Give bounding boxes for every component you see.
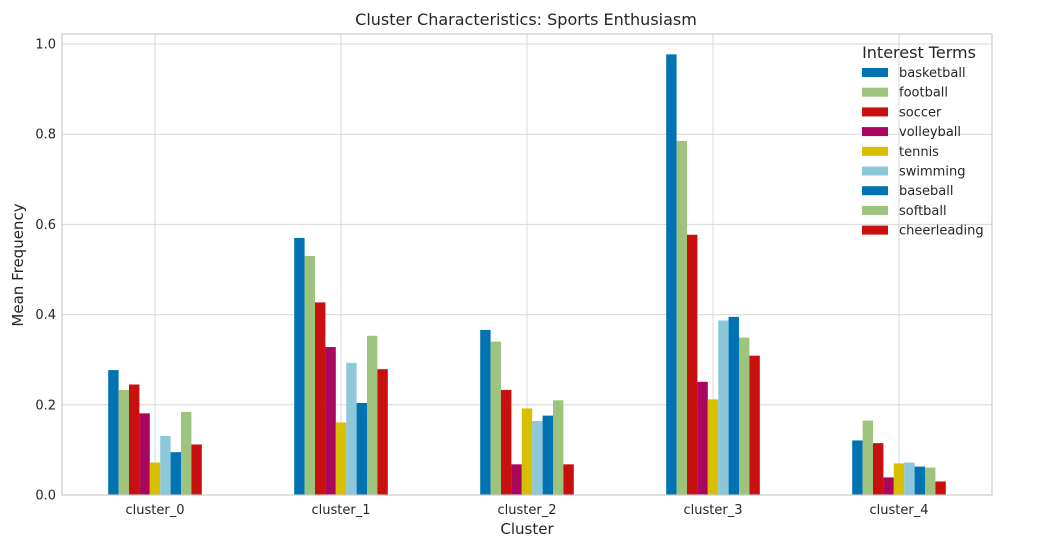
- bar-baseball-cluster_3: [728, 316, 739, 495]
- bar-softball-cluster_2: [553, 400, 564, 495]
- bar-swimming-cluster_2: [532, 421, 543, 495]
- bar-basketball-cluster_0: [108, 370, 119, 495]
- bar-softball-cluster_1: [367, 335, 378, 495]
- bar-soccer-cluster_3: [687, 234, 698, 495]
- bar-football-cluster_0: [118, 389, 129, 495]
- bar-tennis-cluster_1: [335, 422, 347, 495]
- bar-basketball-cluster_3: [666, 54, 677, 496]
- bar-tennis-cluster_0: [149, 462, 161, 495]
- chart-title: Cluster Characteristics: Sports Enthusia…: [355, 10, 697, 29]
- bar-basketball-cluster_2: [480, 329, 491, 495]
- bar-cheerleading-cluster_3: [749, 355, 760, 495]
- bar-cheerleading-cluster_4: [935, 481, 946, 495]
- bar-volleyball-cluster_4: [883, 477, 894, 495]
- bar-football-cluster_3: [676, 140, 687, 495]
- bar-softball-cluster_3: [739, 337, 750, 495]
- legend-label-baseball: baseball: [899, 184, 953, 199]
- legend-label-volleyball: volleyball: [899, 125, 961, 140]
- bar-softball-cluster_4: [925, 467, 936, 495]
- y-tick-label: 0.0: [35, 489, 56, 504]
- bar-soccer-cluster_4: [873, 443, 884, 495]
- legend-label-football: football: [899, 86, 948, 101]
- y-tick-label: 0.2: [35, 398, 56, 413]
- bar-swimming-cluster_1: [346, 362, 357, 495]
- bar-tennis-cluster_3: [707, 399, 719, 495]
- bar-tennis-cluster_2: [521, 408, 533, 495]
- legend-label-basketball: basketball: [899, 66, 966, 81]
- bar-swimming-cluster_3: [718, 320, 729, 495]
- y-tick-label: 0.6: [35, 218, 56, 233]
- bar-baseball-cluster_1: [356, 403, 367, 495]
- x-tick-label: cluster_2: [498, 503, 557, 518]
- bar-football-cluster_1: [304, 255, 315, 495]
- bar-volleyball-cluster_0: [139, 413, 150, 495]
- bar-football-cluster_4: [862, 420, 873, 495]
- legend-swatch-baseball: [862, 186, 888, 196]
- x-tick-label: cluster_0: [126, 503, 185, 518]
- legend-swatch-soccer: [862, 107, 888, 117]
- x-axis-label: Cluster: [500, 520, 554, 538]
- bar-volleyball-cluster_1: [325, 347, 336, 495]
- bar-soccer-cluster_1: [315, 302, 326, 495]
- legend: Interest Terms basketball football soccer v…: [862, 43, 984, 239]
- bar-volleyball-cluster_3: [697, 381, 708, 495]
- bar-baseball-cluster_0: [170, 452, 181, 495]
- bar-football-cluster_2: [490, 341, 501, 495]
- bar-softball-cluster_0: [181, 412, 192, 495]
- bar-basketball-cluster_4: [852, 440, 863, 495]
- bar-swimming-cluster_4: [904, 462, 915, 495]
- legend-title: Interest Terms: [862, 43, 976, 62]
- legend-label-soccer: soccer: [899, 105, 942, 120]
- legend-label-tennis: tennis: [899, 145, 939, 160]
- legend-label-swimming: swimming: [899, 165, 965, 180]
- bar-baseball-cluster_4: [914, 466, 925, 495]
- y-tick-labels: 0.0 0.2 0.4 0.6 0.8 1.0: [35, 38, 56, 504]
- y-axis-label: Mean Frequency: [9, 203, 27, 326]
- x-tick-label: cluster_1: [312, 503, 371, 518]
- legend-swatch-swimming: [862, 166, 888, 176]
- bar-soccer-cluster_2: [501, 389, 512, 495]
- bar-volleyball-cluster_2: [511, 464, 522, 495]
- x-tick-labels: cluster_0 cluster_1 cluster_2 cluster_3 clus…: [126, 503, 929, 518]
- bar-cheerleading-cluster_1: [377, 369, 388, 495]
- y-tick-label: 1.0: [35, 38, 56, 53]
- bar-basketball-cluster_1: [294, 237, 305, 495]
- x-tick-label: cluster_4: [870, 503, 929, 518]
- bar-baseball-cluster_2: [542, 415, 553, 495]
- bar-cheerleading-cluster_2: [563, 464, 574, 495]
- plot-frame: [61, 33, 993, 496]
- bars: [108, 54, 946, 496]
- legend-label-cheerleading: cheerleading: [899, 224, 984, 239]
- bar-cheerleading-cluster_0: [191, 444, 202, 495]
- legend-swatch-softball: [862, 205, 888, 215]
- x-tick-label: cluster_3: [684, 503, 743, 518]
- y-tick-label: 0.8: [35, 128, 56, 143]
- bar-swimming-cluster_0: [160, 435, 171, 495]
- legend-swatch-basketball: [862, 68, 888, 77]
- bar-soccer-cluster_0: [129, 384, 140, 495]
- y-tick-label: 0.4: [35, 308, 56, 323]
- legend-swatch-football: [862, 87, 888, 97]
- legend-swatch-cheerleading: [862, 225, 888, 235]
- legend-swatch-tennis: [862, 146, 888, 156]
- legend-swatch-volleyball: [862, 127, 888, 137]
- bar-tennis-cluster_4: [893, 463, 905, 495]
- legend-label-softball: softball: [899, 204, 947, 219]
